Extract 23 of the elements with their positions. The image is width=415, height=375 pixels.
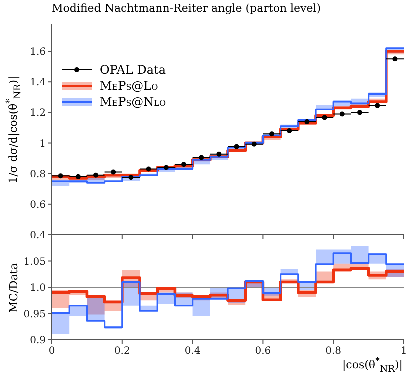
y-tick-label: 0.95: [24, 309, 46, 320]
y-tick-label: 0.8: [30, 169, 46, 180]
x-tick-label: 0.6: [255, 346, 272, 358]
chart-title: Modified Nachtmann-Reiter angle (parton level): [52, 2, 322, 15]
y-tick-label: 0.9: [30, 336, 46, 347]
x-tick-label: 0: [48, 346, 56, 358]
y-tick-label: 0.6: [30, 200, 46, 211]
y-tick-label: 1.6: [30, 47, 46, 58]
x-tick-label: 0.4: [184, 346, 201, 358]
legend-label: MePs@Lo: [100, 79, 158, 93]
x-tick-label: 1: [400, 346, 408, 358]
y-tick-label: 1.0: [30, 283, 46, 294]
y-axis-title: MC/Data: [8, 262, 20, 312]
y-tick-label: 1: [40, 138, 46, 150]
y-tick-label: 1.05: [24, 256, 46, 268]
y-tick-label: 0.4: [30, 230, 46, 242]
x-tick-label: 0.2: [114, 346, 130, 358]
y-tick-label: 1.2: [30, 108, 46, 120]
legend-label: MePs@Nlo: [100, 95, 166, 109]
x-tick-label: 0.8: [326, 346, 342, 358]
x-axis-title: |cos(θ$^{*}$$_{NR}$)|: [342, 356, 403, 375]
legend-label: OPAL Data: [100, 63, 166, 77]
y-tick-label: 1.4: [30, 78, 46, 89]
